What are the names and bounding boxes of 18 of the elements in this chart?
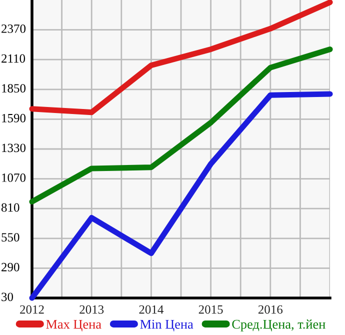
x-tick-label: 2012 (20, 305, 44, 314)
x-tick-label: 2016 (258, 305, 283, 314)
y-tick-label: 1850 (2, 84, 26, 93)
y-tick-label: 1070 (2, 173, 26, 182)
y-tick-label: 1590 (2, 114, 26, 122)
y-tick-label: 1330 (2, 144, 26, 152)
y-tick-label: 2370 (2, 24, 26, 33)
y-tick-label: 2110 (2, 54, 26, 63)
x-tick-label: 2013 (80, 305, 104, 314)
legend-label: Max Цена (46, 320, 102, 332)
x-tick-label: 2014 (139, 305, 164, 314)
x-tick-label: 2015 (198, 305, 223, 314)
y-tick-label: 550 (2, 233, 20, 242)
legend-label: Min Цена (140, 320, 194, 332)
y-tick-label: 290 (2, 262, 20, 272)
legend-label: Сред.Цена, т.йен (232, 320, 326, 332)
y-tick-label: 30 (2, 292, 14, 302)
y-tick-label: 810 (1, 203, 20, 212)
